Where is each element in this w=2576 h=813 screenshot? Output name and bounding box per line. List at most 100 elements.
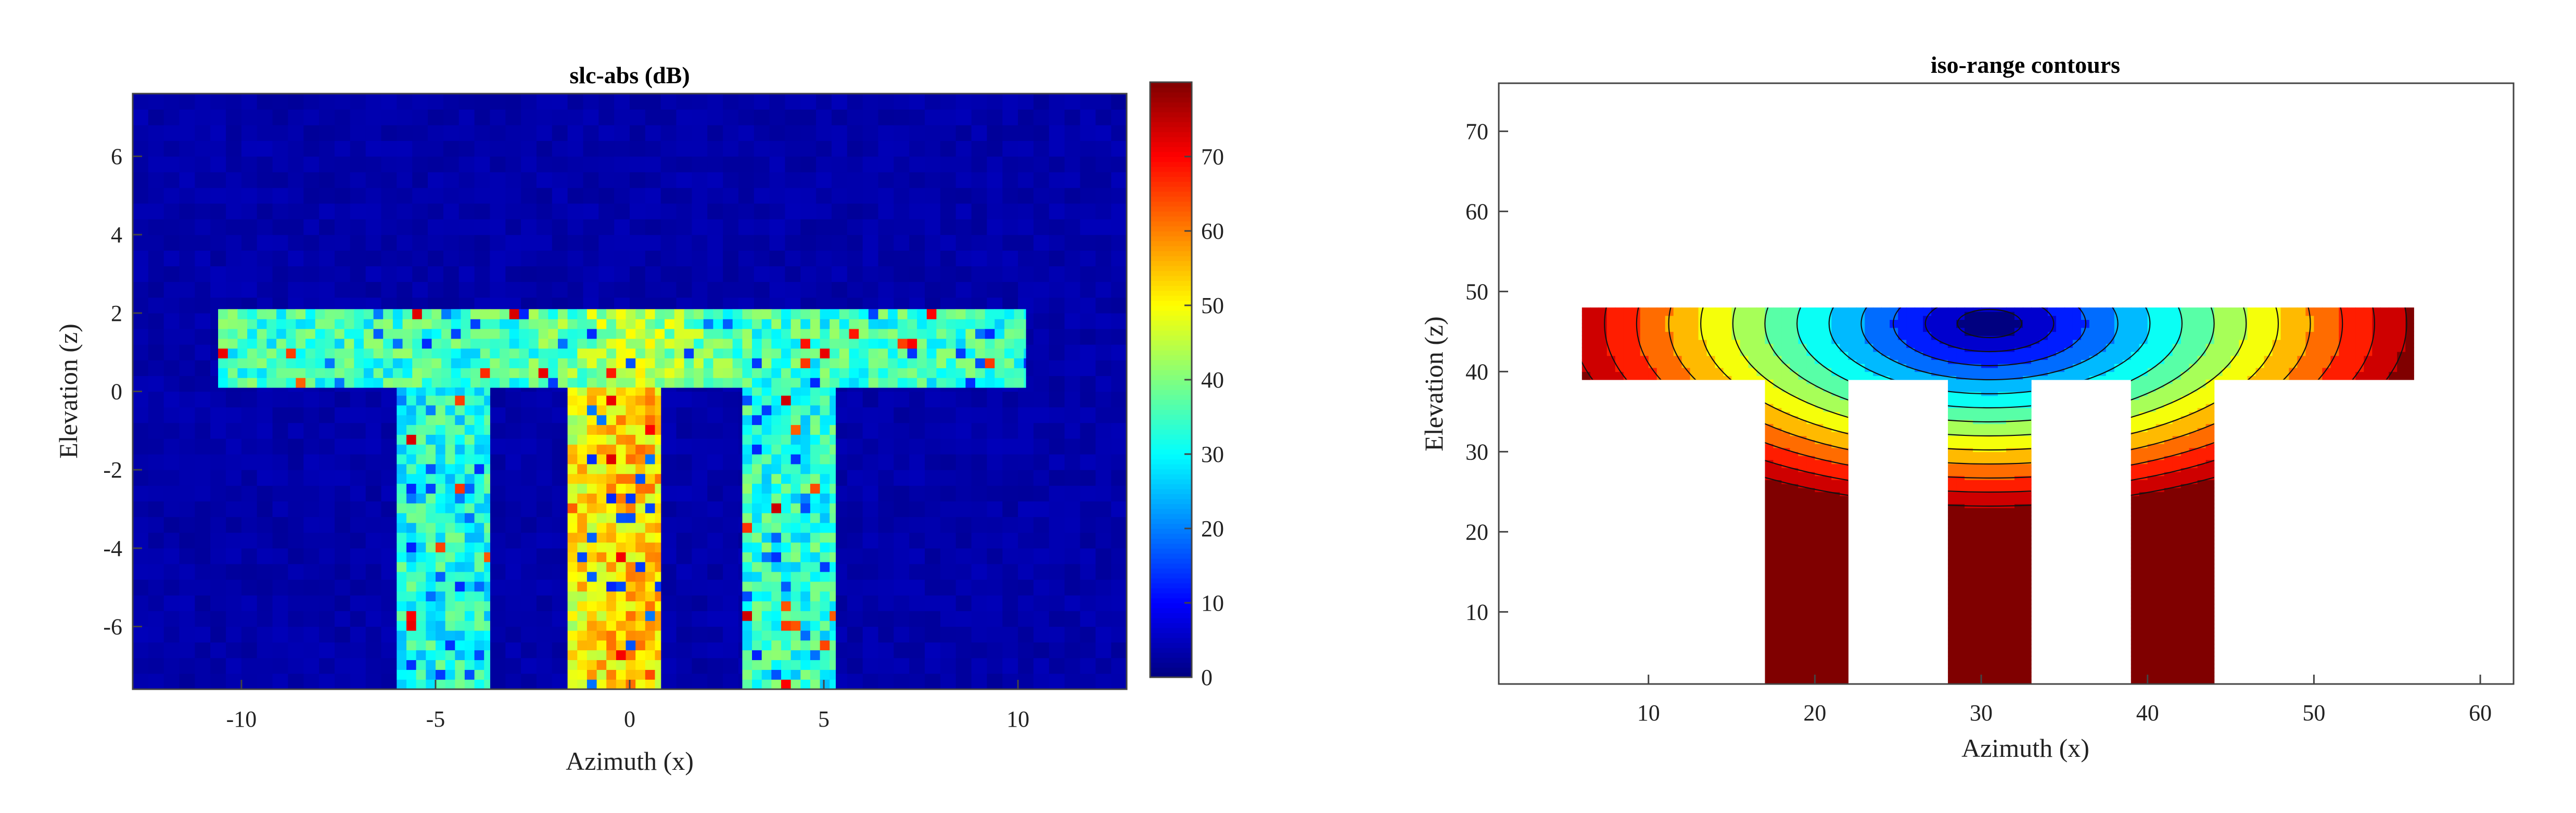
heatmap-background-cell [832, 125, 848, 141]
heatmap-cell [406, 630, 417, 641]
heatmap-background-cell [412, 235, 428, 251]
colorbar-segment [1150, 186, 1192, 192]
contour-cell [1906, 351, 1915, 356]
heatmap-background-cell [1033, 235, 1050, 251]
heatmap-cell [1004, 319, 1015, 329]
contour-cell [1915, 315, 1923, 320]
heatmap-cell [684, 368, 694, 378]
heatmap-cell [742, 378, 753, 388]
heatmap-cell [397, 454, 407, 464]
contour-cell [1681, 355, 1691, 360]
contour-cell [1606, 371, 1616, 376]
heatmap-background-cell [505, 611, 521, 627]
contour-cell [1598, 327, 1608, 332]
heatmap-background-cell [971, 172, 987, 188]
heatmap-cell [484, 679, 490, 690]
heatmap-background-cell [319, 187, 335, 204]
contour-cell [1606, 367, 1616, 372]
contour-cell [1765, 324, 1774, 328]
contour-cell [1631, 327, 1641, 332]
heatmap-cell [732, 368, 743, 378]
heatmap-background-cell [397, 109, 413, 125]
heatmap-cell [436, 581, 446, 592]
heatmap-cell [878, 329, 888, 339]
heatmap-background-cell [1111, 297, 1127, 314]
contour-cell [1606, 339, 1616, 344]
heatmap-background-cell [925, 156, 941, 173]
heatmap-cell [955, 358, 966, 368]
contour-cell [1673, 307, 1682, 312]
heatmap-background-cell [365, 470, 382, 486]
heatmap-background-cell [1111, 313, 1127, 329]
heatmap-background-cell [148, 235, 164, 251]
heatmap-cell [655, 669, 661, 680]
heatmap-cell [548, 358, 558, 368]
heatmap-cell [830, 493, 836, 504]
contour-cell [1906, 339, 1915, 344]
contour-cell [1898, 319, 1907, 324]
heatmap-cell [655, 591, 661, 602]
heatmap-cell [839, 378, 850, 388]
heatmap-background-cell [148, 611, 164, 627]
heatmap-cell [684, 338, 694, 349]
heatmap-cell [830, 473, 836, 484]
heatmap-cell [849, 358, 859, 368]
heatmap-cell [771, 513, 782, 523]
contour-cell [1640, 307, 1649, 312]
contour-cell [1598, 331, 1608, 336]
contour-cell [1823, 351, 1832, 356]
heatmap-cell [655, 388, 661, 396]
heatmap-cell [752, 611, 762, 621]
contour-cell [1923, 307, 1932, 312]
heatmap-background-cell [195, 140, 211, 157]
heatmap-background-cell [335, 235, 351, 251]
heatmap-cell [761, 319, 772, 329]
heatmap-background-cell [428, 203, 444, 220]
heatmap-cell [936, 378, 947, 388]
heatmap-background-cell [676, 626, 692, 643]
heatmap-cell [445, 552, 455, 562]
contour-cell [1806, 351, 1816, 356]
heatmap-background-cell [133, 203, 149, 220]
contour-cell [1731, 331, 1741, 336]
heatmap-cell [577, 329, 588, 339]
heatmap-cell [426, 444, 436, 455]
contour-cell [1673, 359, 1682, 364]
contour-cell [1815, 339, 1824, 344]
heatmap-background-cell [1033, 250, 1050, 266]
heatmap-background-cell [521, 266, 537, 282]
heatmap-cell [626, 338, 636, 349]
heatmap-background-cell [303, 438, 320, 455]
heatmap-background-cell [1018, 579, 1034, 596]
heatmap-background-cell [847, 140, 863, 157]
contour-cell [1756, 367, 1766, 372]
heatmap-background-cell [536, 611, 553, 627]
heatmap-background-cell [133, 156, 149, 173]
heatmap-cell [445, 669, 455, 680]
heatmap-cell [742, 513, 753, 523]
heatmap-cell [655, 338, 665, 349]
heatmap-background-cell [133, 657, 149, 674]
heatmap-background-cell [179, 156, 195, 173]
heatmap-background-cell [179, 360, 195, 376]
heatmap-cell [985, 329, 995, 339]
heatmap-cell [596, 405, 607, 416]
heatmap-cell [484, 434, 490, 445]
heatmap-background-cell [335, 140, 351, 157]
heatmap-cell [567, 542, 578, 552]
heatmap-background-cell [179, 376, 195, 392]
heatmap-cell [645, 434, 656, 445]
heatmap-cell [626, 415, 636, 425]
heatmap-background-cell [676, 156, 692, 173]
contour-cell [1631, 335, 1641, 340]
heatmap-background-cell [955, 611, 972, 627]
heatmap-cell [422, 368, 432, 378]
heatmap-background-cell [335, 94, 351, 110]
heatmap-cell [606, 329, 617, 339]
heatmap-background-cell [1033, 376, 1050, 392]
heatmap-background-cell [738, 266, 755, 282]
heatmap-cell [325, 338, 335, 349]
heatmap-background-cell [303, 532, 320, 549]
heatmap-cell [655, 319, 665, 329]
heatmap-cell [464, 581, 475, 592]
